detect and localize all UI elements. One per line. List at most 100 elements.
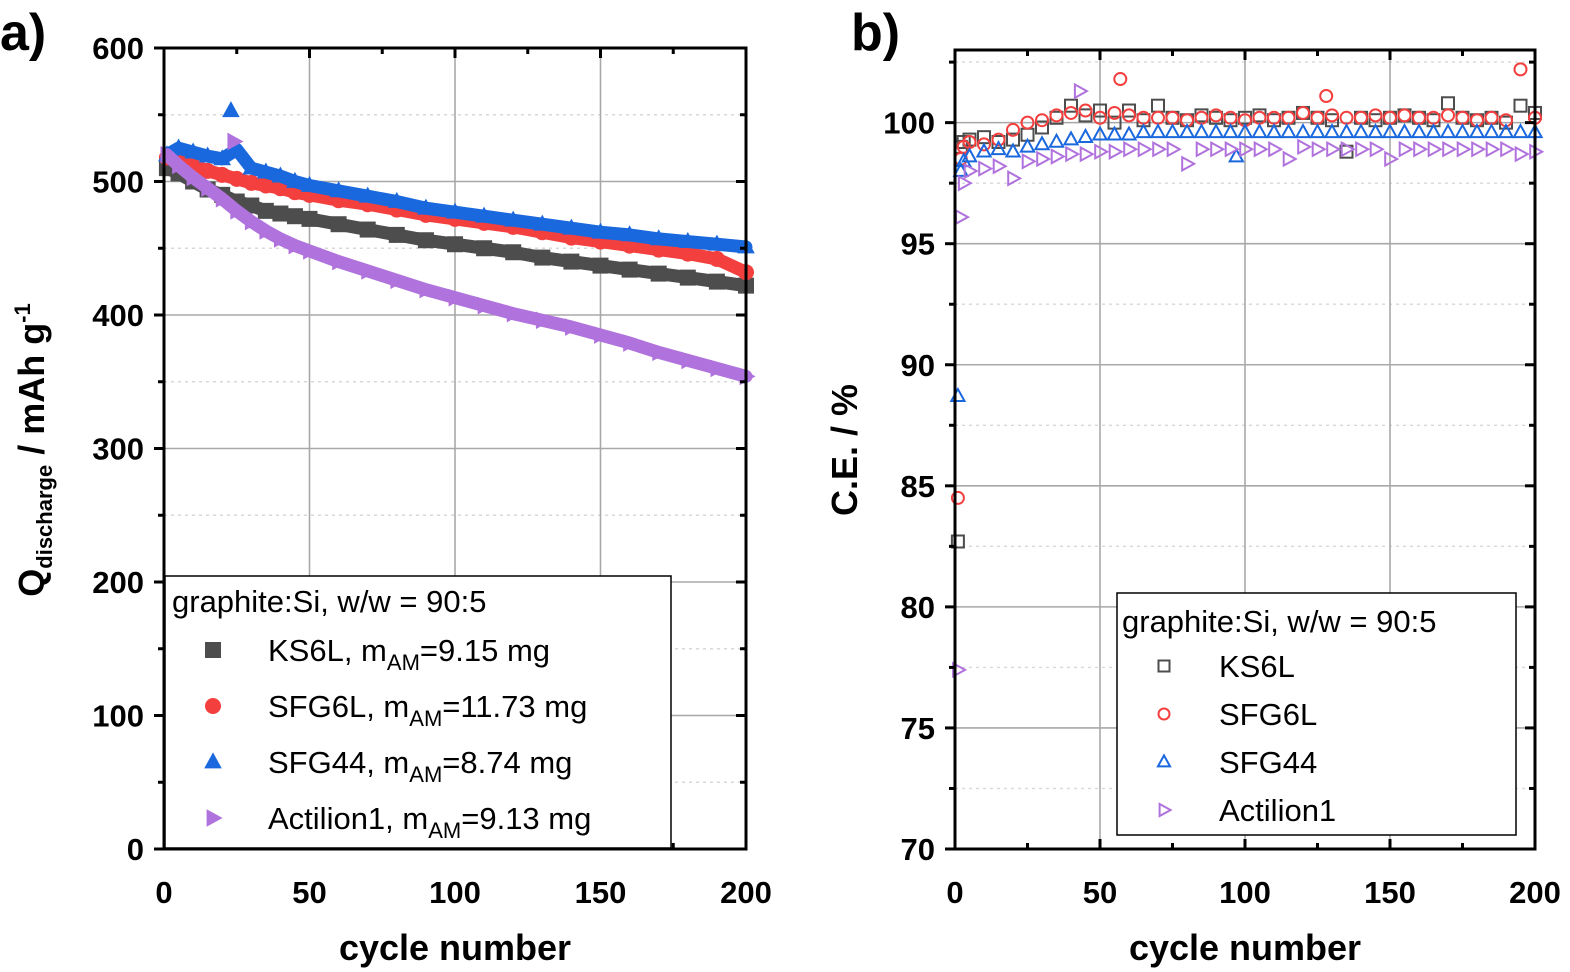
data-point: [1106, 125, 1123, 141]
data-point: [1091, 125, 1109, 141]
legend-item-ks6l: KS6L, mAM=9.15 mg: [205, 633, 550, 675]
x-tick-label: 0: [946, 875, 963, 910]
data-point: [562, 218, 581, 235]
data-point: [230, 202, 247, 220]
data-point: [1122, 108, 1136, 123]
data-point: [1222, 123, 1239, 139]
legend-box-a: [164, 575, 672, 849]
panel-a: a) 0 50 100 150 200 0 100 200 300 400 500 600 cycle…: [0, 4, 772, 968]
data-point: [533, 214, 552, 231]
x-tick-label: 50: [1083, 875, 1117, 910]
data-point: [591, 222, 610, 239]
data-point: [1483, 123, 1500, 139]
data-point: [1355, 140, 1371, 158]
data-point: [1236, 123, 1254, 139]
data-point: [477, 296, 494, 315]
data-point: [243, 197, 260, 214]
legend-item-sfg44: SFG44: [1156, 745, 1317, 780]
data-point: [1181, 155, 1197, 173]
data-point: [961, 147, 978, 163]
data-point: [1425, 123, 1442, 139]
x-tick-label: 0: [155, 875, 172, 910]
legend-label: KS6L: [1219, 649, 1295, 684]
data-point: [1035, 113, 1049, 128]
data-point: [244, 212, 261, 231]
data-point: [1107, 105, 1122, 120]
data-point: [1268, 140, 1284, 158]
data-point: [301, 210, 318, 227]
series-actilion1: [952, 82, 1545, 679]
data-point: [949, 386, 967, 403]
data-point: [1456, 140, 1472, 158]
data-point: [390, 271, 407, 290]
data-point: [1151, 98, 1165, 113]
y-tick-label: 85: [901, 469, 935, 504]
data-point: [475, 206, 493, 223]
panel-label-b: b): [851, 4, 900, 62]
data-point: [1149, 123, 1167, 139]
y-tick-label: 90: [901, 348, 935, 383]
data-point: [1122, 103, 1136, 118]
data-point: [708, 250, 725, 267]
data-point: [1280, 123, 1297, 139]
data-point: [708, 234, 726, 251]
data-point: [991, 132, 1006, 147]
data-point: [1021, 153, 1037, 170]
data-point: [286, 208, 303, 225]
data-point: [950, 534, 965, 549]
data-point: [227, 139, 246, 156]
y-tick-label: 100: [92, 699, 144, 734]
x-tick-label: 100: [1219, 875, 1271, 910]
data-point: [1108, 143, 1124, 160]
data-point: [1064, 98, 1078, 113]
data-point: [565, 318, 581, 336]
data-point: [222, 101, 240, 118]
data-point: [1368, 108, 1383, 123]
legend-marker: [1157, 707, 1171, 721]
data-point: [288, 236, 305, 255]
legend-marker: [204, 752, 222, 769]
data-point: [1367, 123, 1384, 139]
legend-label: Actilion1: [1219, 793, 1336, 828]
data-point: [1514, 145, 1530, 163]
data-point: [505, 244, 522, 261]
data-point: [1512, 123, 1529, 139]
data-point: [361, 262, 378, 280]
data-point: [1485, 140, 1501, 158]
data-point: [957, 174, 973, 192]
data-point: [1137, 140, 1153, 158]
data-point: [272, 205, 289, 222]
x-tick-label: 150: [575, 875, 627, 910]
data-point: [1210, 140, 1226, 158]
data-point: [1033, 135, 1051, 151]
x-tick-label: 200: [1509, 875, 1561, 910]
axes-b: 0 50 100 150 200 70 75 80 85 90 95 100: [883, 48, 1561, 910]
panel-label-a: a): [0, 4, 46, 62]
data-point: [199, 162, 216, 179]
data-point: [1384, 150, 1400, 168]
data-point: [1166, 140, 1182, 158]
data-point: [1251, 123, 1268, 139]
data-point: [1135, 123, 1152, 139]
data-point: [1113, 72, 1128, 87]
data-point: [1239, 140, 1255, 158]
data-point: [1471, 140, 1487, 158]
data-point: [978, 160, 994, 177]
data-point: [1454, 123, 1471, 139]
data-point: [388, 226, 405, 243]
data-point: [1325, 108, 1339, 123]
data-point: [259, 222, 276, 240]
legend-b: graphite:Si, w/w = 90:5 KS6L SFG6L SFG44 Ac…: [1116, 592, 1517, 836]
legend-label: Actilion1, mAM=9.13 mg: [268, 801, 591, 843]
y-axis-label-b: C.E. / %: [824, 384, 865, 516]
data-point: [955, 152, 972, 168]
data-point: [417, 198, 435, 215]
data-point: [1441, 96, 1455, 111]
data-point: [1441, 108, 1455, 123]
data-point: [1062, 130, 1080, 146]
data-point: [1413, 140, 1429, 158]
data-point: [417, 232, 434, 249]
data-point: [679, 269, 696, 286]
data-point: [186, 168, 203, 187]
